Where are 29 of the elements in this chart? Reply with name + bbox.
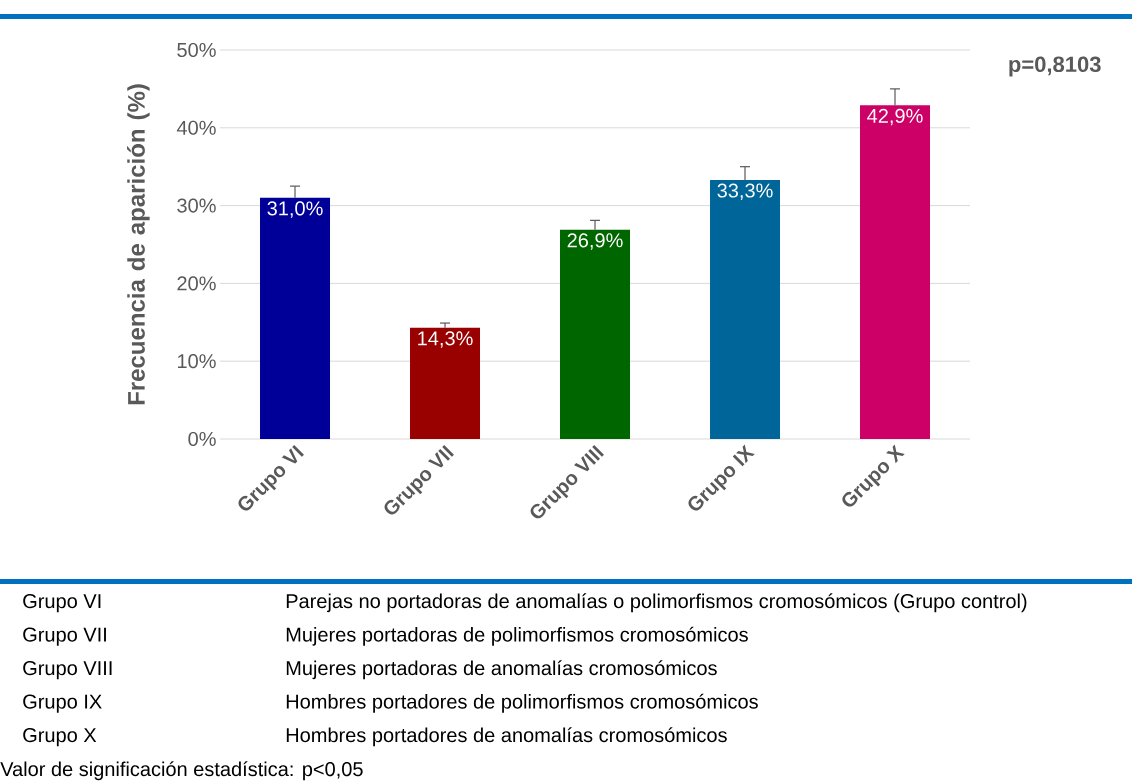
text: Grupo IX [23,694,102,713]
text: Mujeres portadoras de anomalías cromosómicos [286,660,717,680]
data-label: 31,0% [267,201,323,218]
y-tick-label: 30% [177,198,216,213]
text: Grupo VIII [23,661,112,680]
text: p=0,8103 [1009,56,1101,77]
bar [410,327,481,439]
bar [860,105,931,439]
text: Hombres portadores de anomalías cromosómicos [286,727,727,747]
text: Valor de significación estadística: p<0,05 [0,761,363,781]
bar [710,179,781,439]
text: Grupo VI [23,594,101,613]
text: Parejas no portadoras de anomalías o polimorfismos cromosómicos (Grupo control) [286,593,1027,613]
y-tick-label: 10% [177,354,216,369]
y-tick-label: 0% [188,431,216,447]
y-tick-label: 40% [176,120,216,135]
data-label: 42,9% [867,108,923,126]
bar [560,229,631,439]
y-axis-title: Frecuencia de aparición (%) [127,84,150,405]
text: Grupo VII [23,627,106,646]
data-label: 26,9% [567,233,623,250]
data-label: 14,3% [418,331,473,348]
text: Mujeres portadoras de polimorfismos cromosómicos [286,626,748,646]
data-label: 33,3% [717,183,773,200]
y-tick-label: 20% [177,276,216,291]
y-tick-label: 50% [177,42,216,58]
bar [260,197,331,439]
text: Grupo X [23,728,97,747]
text: Hombres portadores de polimorfismos cromosómicos [286,693,758,713]
